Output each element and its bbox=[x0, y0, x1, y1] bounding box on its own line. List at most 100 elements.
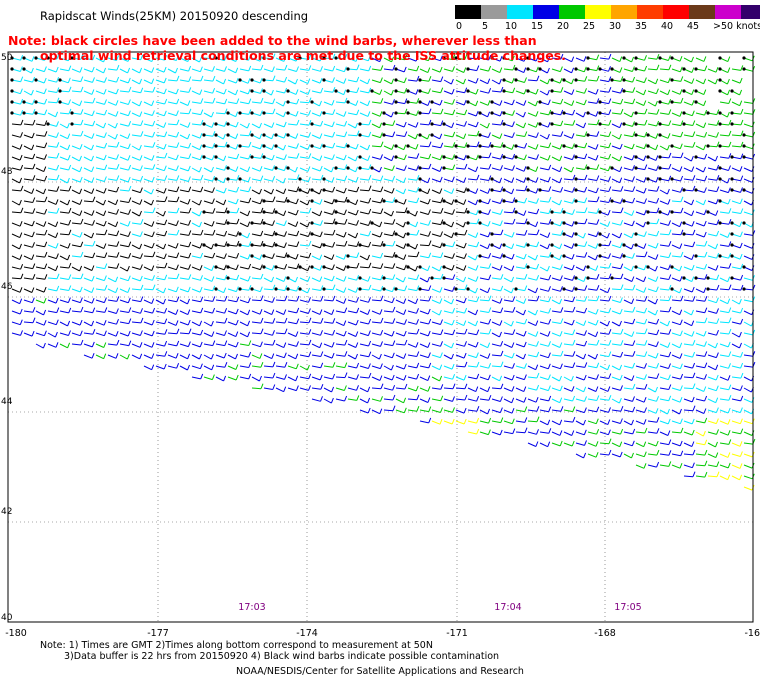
wind-barb bbox=[659, 409, 668, 415]
wind-barb-flag bbox=[80, 54, 84, 60]
contamination-dot bbox=[622, 122, 626, 126]
wind-barb-flag bbox=[500, 142, 504, 148]
wind-barb-flag bbox=[439, 419, 443, 425]
wind-barb bbox=[359, 90, 369, 94]
wind-barb-flag bbox=[199, 89, 203, 95]
wind-barb-flag bbox=[91, 133, 95, 139]
wind-barb bbox=[107, 101, 117, 106]
wind-barb-flag bbox=[595, 187, 599, 193]
wind-barb-flag bbox=[175, 309, 179, 315]
wind-barb bbox=[239, 167, 248, 173]
wind-barb-flag bbox=[151, 221, 155, 227]
contamination-dot bbox=[334, 221, 338, 225]
contamination-dot bbox=[730, 111, 734, 115]
contamination-dot bbox=[322, 144, 326, 148]
wind-barb bbox=[707, 266, 717, 271]
wind-barb bbox=[503, 101, 513, 106]
contamination-dot bbox=[562, 254, 566, 258]
wind-barb-flag bbox=[140, 54, 144, 60]
wind-barb-flag bbox=[164, 152, 168, 159]
wind-barb bbox=[539, 222, 549, 225]
wind-barb bbox=[407, 376, 417, 380]
wind-barb-flag bbox=[632, 362, 636, 369]
wind-barb-flag bbox=[439, 66, 443, 73]
wind-barb-flag bbox=[67, 144, 71, 150]
contamination-dot bbox=[58, 78, 62, 82]
wind-barb bbox=[191, 178, 201, 181]
wind-barb bbox=[179, 255, 189, 259]
wind-barb bbox=[227, 354, 236, 360]
wind-barb bbox=[275, 332, 286, 335]
wind-barb-flag bbox=[164, 230, 168, 237]
wind-barb-flag bbox=[380, 330, 384, 336]
wind-barb-flag bbox=[272, 241, 276, 248]
wind-barb-flag bbox=[464, 163, 468, 170]
wind-barb-flag bbox=[212, 340, 216, 346]
wind-barb-flag bbox=[452, 54, 456, 60]
contamination-dot bbox=[670, 144, 674, 148]
wind-barb bbox=[467, 277, 477, 282]
wind-barb bbox=[659, 189, 668, 195]
wind-barb-flag bbox=[80, 119, 84, 126]
contamination-dot bbox=[406, 232, 410, 236]
wind-barb-flag bbox=[44, 131, 48, 137]
wind-barb-flag bbox=[416, 165, 419, 171]
wind-barb-flag bbox=[704, 362, 708, 368]
wind-barb bbox=[11, 332, 21, 336]
wind-barb bbox=[623, 101, 633, 105]
wind-barb bbox=[407, 134, 416, 140]
wind-barb bbox=[443, 112, 453, 116]
wind-barb-flag bbox=[716, 471, 720, 477]
wind-barb-flag bbox=[488, 54, 492, 61]
wind-barb bbox=[671, 310, 680, 316]
wind-barb-flag bbox=[103, 320, 107, 326]
wind-barb-flag bbox=[523, 386, 527, 392]
wind-barb-flag bbox=[440, 219, 444, 225]
wind-barb bbox=[503, 233, 513, 238]
wind-barb-flag bbox=[116, 296, 120, 302]
wind-barb bbox=[287, 79, 296, 85]
wind-barb-flag bbox=[283, 276, 287, 282]
wind-barb-flag bbox=[392, 318, 396, 324]
wind-barb-flag bbox=[403, 363, 407, 370]
wind-barb-flag bbox=[199, 286, 203, 293]
wind-barb bbox=[47, 68, 57, 73]
wind-barb-flag bbox=[704, 109, 708, 116]
wind-barb bbox=[263, 310, 273, 316]
wind-barb bbox=[215, 79, 224, 85]
wind-barb-flag bbox=[536, 154, 539, 160]
wind-barb bbox=[191, 266, 201, 271]
wind-barb bbox=[443, 68, 453, 72]
wind-barb bbox=[563, 200, 573, 204]
wind-barb bbox=[323, 365, 333, 368]
wind-barb-flag bbox=[571, 166, 574, 173]
wind-barb-flag bbox=[283, 144, 286, 151]
wind-barb-flag bbox=[440, 76, 444, 82]
wind-barb-flag bbox=[392, 64, 396, 71]
wind-barb bbox=[647, 310, 656, 316]
wind-barb-flag bbox=[632, 428, 636, 435]
wind-barb-flag bbox=[727, 187, 731, 193]
wind-barb-flag bbox=[452, 274, 456, 280]
wind-barb-flag bbox=[619, 143, 623, 150]
wind-barb bbox=[443, 101, 453, 105]
wind-barb-flag bbox=[476, 428, 480, 435]
wind-barb-flag bbox=[32, 163, 36, 170]
wind-barb-flag bbox=[103, 154, 107, 161]
contamination-dot bbox=[538, 67, 542, 71]
wind-barb bbox=[731, 376, 741, 379]
wind-barb-flag bbox=[632, 306, 636, 313]
wind-barb-flag bbox=[559, 419, 563, 425]
contamination-dot bbox=[358, 155, 362, 159]
wind-barb-flag bbox=[344, 372, 348, 378]
wind-barb-flag bbox=[644, 55, 647, 61]
wind-barb-flag bbox=[367, 100, 371, 106]
wind-barb-flag bbox=[704, 264, 708, 270]
wind-barb bbox=[83, 277, 93, 282]
wind-barb bbox=[647, 288, 657, 293]
wind-barb-flag bbox=[584, 241, 588, 247]
wind-barb-flag bbox=[379, 132, 383, 138]
wind-barb-flag bbox=[608, 186, 612, 192]
wind-barb-flag bbox=[283, 111, 287, 117]
wind-barb-flag bbox=[379, 122, 383, 128]
